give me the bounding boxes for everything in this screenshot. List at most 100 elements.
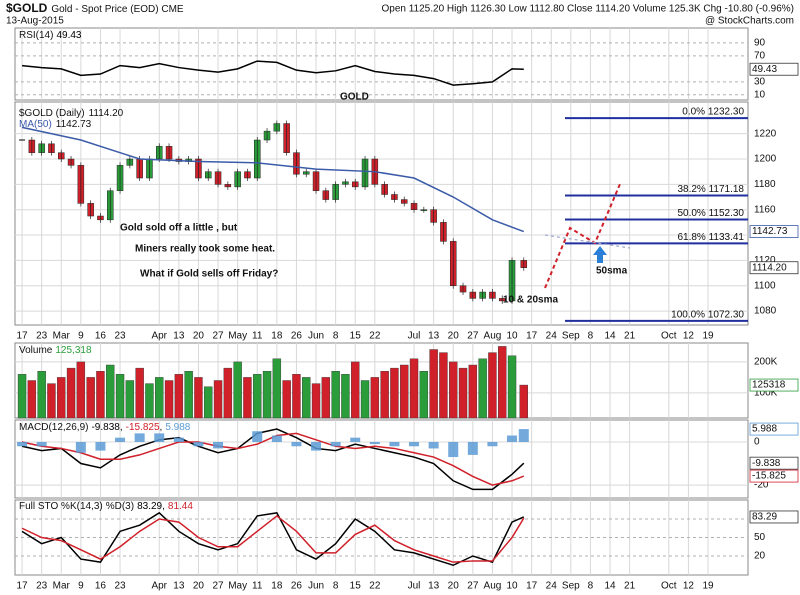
x-tick-label: 27 [212, 581, 224, 592]
panel-content: 0.0% 1232.30 38.2% 1171.18 50.0% 1152.30 61… [15, 102, 748, 325]
x-tick-label: 20 [193, 581, 205, 592]
x-tick-label: 10 [506, 331, 518, 342]
histogram-bar [36, 441, 47, 447]
x-tick-label: 24 [546, 581, 558, 592]
x-tick-label: 27 [467, 581, 479, 592]
volume-bar [184, 371, 193, 419]
y-tick-label: 1180 [754, 179, 776, 190]
volume-bar [37, 371, 46, 419]
x-tick-label: 10 [506, 581, 518, 592]
histogram-bar [173, 437, 184, 442]
legend-name: %D(3) [106, 501, 134, 512]
y-tick-label: 1200 [754, 154, 777, 165]
volume-bar [282, 380, 291, 419]
x-tick-label: 23 [36, 331, 48, 342]
x-tick-label: Mar [53, 331, 71, 342]
legend-value: -15.825 [126, 422, 160, 433]
value-box-label: 125318 [752, 380, 786, 391]
x-tick-label: 27 [212, 331, 224, 342]
volume-bar [47, 383, 56, 419]
legend-name: MACD(12,26,9) [19, 422, 88, 433]
x-tick-label: 20 [448, 581, 460, 592]
value-box-label: 49.43 [752, 64, 777, 75]
y-tick-label: 70 [754, 51, 766, 62]
histogram-bar [311, 441, 322, 451]
instrument-name: Gold - Spot Price (EOD) CME [51, 4, 184, 15]
x-tick-label: 20 [448, 331, 460, 342]
volume-bar [194, 377, 203, 419]
x-tick-label: 26 [291, 581, 303, 592]
x-tick-label: Oct [661, 331, 677, 342]
x-tick-label: 23 [114, 581, 126, 592]
y-tick-label: 50 [754, 532, 766, 543]
value-box-label: 5.988 [752, 424, 777, 435]
legend: MACD(12,26,9) -9.838, -15.825, 5.988 [19, 422, 191, 433]
x-tick-label: 16 [95, 331, 107, 342]
volume-bar [311, 383, 321, 419]
legend-name: MA(50) [19, 119, 52, 130]
annotation: Miners really took some heat. [135, 244, 275, 255]
volume-bar [96, 371, 105, 419]
legend-sep: , [160, 422, 163, 433]
legend-value: 5.988 [165, 422, 190, 433]
y-tick-label: 1080 [754, 306, 777, 317]
histogram-bar [389, 441, 400, 447]
series-line [21, 514, 525, 563]
x-tick-label: Apr [151, 331, 167, 342]
x-tick-label: Jun [308, 581, 324, 592]
x-tick-label: 23 [114, 331, 126, 342]
volume-bar [519, 384, 528, 419]
header-title: $GOLD Gold - Spot Price (EOD) CME [6, 1, 184, 15]
panel-content [15, 420, 748, 498]
volume-bar [331, 371, 340, 419]
volume-bar [400, 364, 409, 419]
volume-bar [145, 383, 154, 419]
volume-bar [409, 358, 419, 419]
x-tick-label: 13 [173, 581, 185, 592]
x-tick-label: 22 [369, 581, 381, 592]
x-tick-label: 8 [588, 331, 594, 342]
legend: RSI(14) 49.43 [19, 30, 82, 41]
value-box-label: 1142.73 [752, 226, 788, 237]
volume-bar [125, 380, 135, 419]
histogram-bar [448, 441, 459, 458]
volume-bar [272, 358, 282, 419]
x-tick-label: Aug [484, 581, 502, 592]
legend-name: RSI(14) [19, 30, 53, 41]
fib-label: 50.0% 1152.30 [677, 208, 744, 219]
symbol: $GOLD [6, 1, 48, 15]
histogram-bar [95, 441, 106, 451]
histogram-bar [154, 433, 165, 442]
x-tick-label: Apr [151, 581, 167, 592]
volume-bar [262, 371, 272, 419]
histogram-bar [115, 437, 126, 442]
x-tick-label: Mar [53, 581, 71, 592]
ma-extension [544, 234, 631, 249]
value-box-label: 83.29 [752, 512, 777, 523]
x-tick-label: Jun [308, 331, 324, 342]
header-date: 13-Aug-2015 [6, 16, 64, 27]
panel-content [15, 500, 748, 575]
x-tick-label: 12 [683, 331, 695, 342]
x-tick-label: May [228, 331, 247, 342]
volume-bar [351, 361, 360, 419]
x-tick-label: Oct [661, 581, 677, 592]
volume-bar [155, 377, 164, 419]
histogram-bar [252, 431, 263, 442]
y-tick-label: 1220 [754, 128, 777, 139]
x-tick-label: Jul [408, 581, 421, 592]
volume-bar [243, 377, 252, 419]
arrow [593, 246, 607, 263]
annotation: Gold sold off a little , but [120, 223, 238, 234]
histogram-bar [17, 441, 28, 447]
annotation: What if Gold sells off Friday? [140, 269, 278, 280]
x-tick-label: 22 [369, 331, 381, 342]
x-tick-label: 19 [702, 581, 714, 592]
value-box-label: 1114.20 [752, 262, 787, 273]
legend-name: Full STO %K(14,3) [19, 501, 103, 512]
legend-sep: , [162, 501, 165, 512]
volume-bar [302, 377, 311, 419]
x-tick-label: 23 [36, 581, 48, 592]
histogram-bar [428, 441, 439, 449]
histogram-bar [518, 429, 529, 442]
